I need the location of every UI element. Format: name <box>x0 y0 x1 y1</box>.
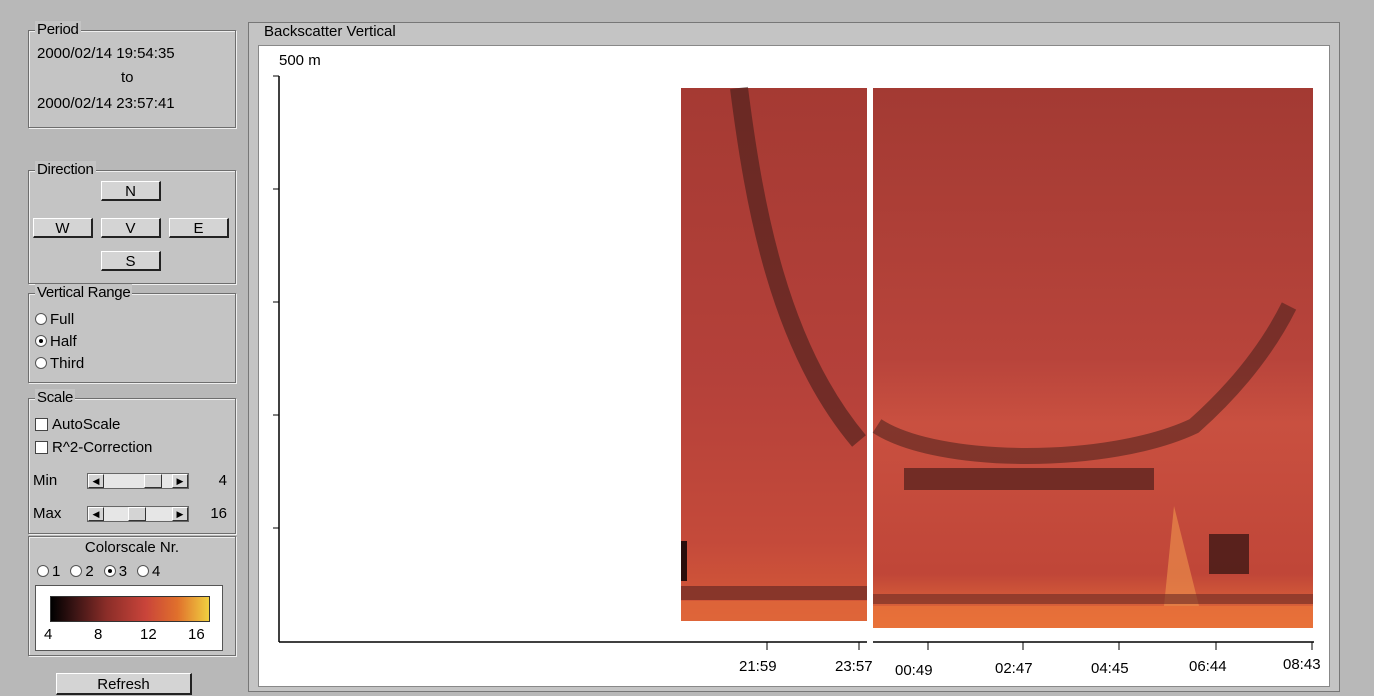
radio-icon <box>35 313 47 325</box>
colorscale-4-radio[interactable]: 4 <box>137 561 160 581</box>
x-tick-06-44: 06:44 <box>1189 658 1227 675</box>
refresh-button[interactable]: Refresh <box>56 673 192 695</box>
range-third-label: Third <box>50 354 85 372</box>
x-tick-23-57: 23:57 <box>835 658 873 675</box>
x-tick-00-49: 00:49 <box>895 662 933 679</box>
r2-correction-checkbox[interactable]: R^2-Correction <box>35 437 152 457</box>
colorscale-4-label: 4 <box>152 562 161 580</box>
colorscale-3-radio[interactable]: 3 <box>103 561 128 581</box>
colorscale-2-label: 2 <box>85 562 94 580</box>
direction-legend: Direction <box>35 161 96 179</box>
autoscale-label: AutoScale <box>52 415 121 433</box>
max-scrollbar[interactable]: ◀ ▶ <box>87 506 189 522</box>
colorbar-tick-8: 8 <box>94 626 103 643</box>
height-label: 500 m <box>279 52 321 69</box>
colorscale-2-radio[interactable]: 2 <box>70 561 94 581</box>
colorscale-1-label: 1 <box>52 562 61 580</box>
radio-selected-icon <box>103 565 116 577</box>
colorscale-legend: Colorscale Nr. <box>84 539 180 556</box>
period-legend: Period <box>35 21 81 39</box>
south-button[interactable]: S <box>101 251 161 271</box>
range-third-radio[interactable]: Third <box>35 353 84 373</box>
vertical-range-panel: Vertical Range Full Half Third <box>28 284 236 383</box>
backscatter-plot: 500 m <box>258 45 1330 687</box>
range-half-label: Half <box>50 332 77 350</box>
max-value: 16 <box>210 505 227 522</box>
scale-panel: Scale AutoScale R^2-Correction Min ◀ ▶ 4… <box>28 389 236 534</box>
range-full-label: Full <box>50 310 75 328</box>
radio-icon <box>137 565 150 577</box>
north-button[interactable]: N <box>101 181 161 201</box>
r2-correction-label: R^2-Correction <box>52 438 153 456</box>
checkbox-icon <box>35 440 48 454</box>
x-tick-04-45: 04:45 <box>1091 660 1129 677</box>
radio-icon <box>35 357 47 369</box>
colorbar-tick-4: 4 <box>44 626 53 643</box>
scroll-left-icon[interactable]: ◀ <box>88 474 104 488</box>
colorscale-3-label: 3 <box>118 562 128 580</box>
x-tick-08-43: 08:43 <box>1283 656 1321 673</box>
scale-legend: Scale <box>35 389 76 407</box>
colorbar-tick-12: 12 <box>140 626 157 643</box>
min-scroll-thumb[interactable] <box>144 474 162 488</box>
scroll-right-icon[interactable]: ▶ <box>172 507 188 521</box>
autoscale-checkbox[interactable]: AutoScale <box>35 414 120 434</box>
max-label: Max <box>33 505 62 522</box>
min-value: 4 <box>218 472 227 489</box>
vertical-button[interactable]: V <box>101 218 161 238</box>
period-end: 2000/02/14 23:57:41 <box>37 95 175 112</box>
vertical-range-legend: Vertical Range <box>35 284 133 302</box>
direction-panel: Direction N W V E S <box>28 161 236 284</box>
radio-icon <box>70 565 83 577</box>
x-tick-21-59: 21:59 <box>739 658 777 675</box>
period-to: to <box>121 69 134 86</box>
x-tick-02-47: 02:47 <box>995 660 1033 677</box>
colorscale-box: 4 8 12 16 <box>35 585 223 651</box>
range-full-radio[interactable]: Full <box>35 309 74 329</box>
colorbar <box>50 596 210 622</box>
period-start: 2000/02/14 19:54:35 <box>37 45 175 62</box>
range-half-radio[interactable]: Half <box>35 331 77 351</box>
radio-selected-icon <box>35 335 47 347</box>
colorbar-tick-16: 16 <box>188 626 205 643</box>
scroll-right-icon[interactable]: ▶ <box>172 474 188 488</box>
checkbox-icon <box>35 417 48 431</box>
colorscale-panel: Colorscale Nr. 1 2 3 4 4 8 12 16 <box>28 536 236 656</box>
colorscale-1-radio[interactable]: 1 <box>37 561 60 581</box>
min-label: Min <box>33 472 58 489</box>
plot-axes <box>273 46 1314 686</box>
scroll-left-icon[interactable]: ◀ <box>88 507 104 521</box>
min-scrollbar[interactable]: ◀ ▶ <box>87 473 189 489</box>
west-button[interactable]: W <box>33 218 93 238</box>
plot-title: Backscatter Vertical <box>262 23 398 40</box>
period-panel: Period 2000/02/14 19:54:35 to 2000/02/14… <box>28 21 236 128</box>
radio-icon <box>37 565 49 577</box>
max-scroll-thumb[interactable] <box>128 507 146 521</box>
east-button[interactable]: E <box>169 218 229 238</box>
